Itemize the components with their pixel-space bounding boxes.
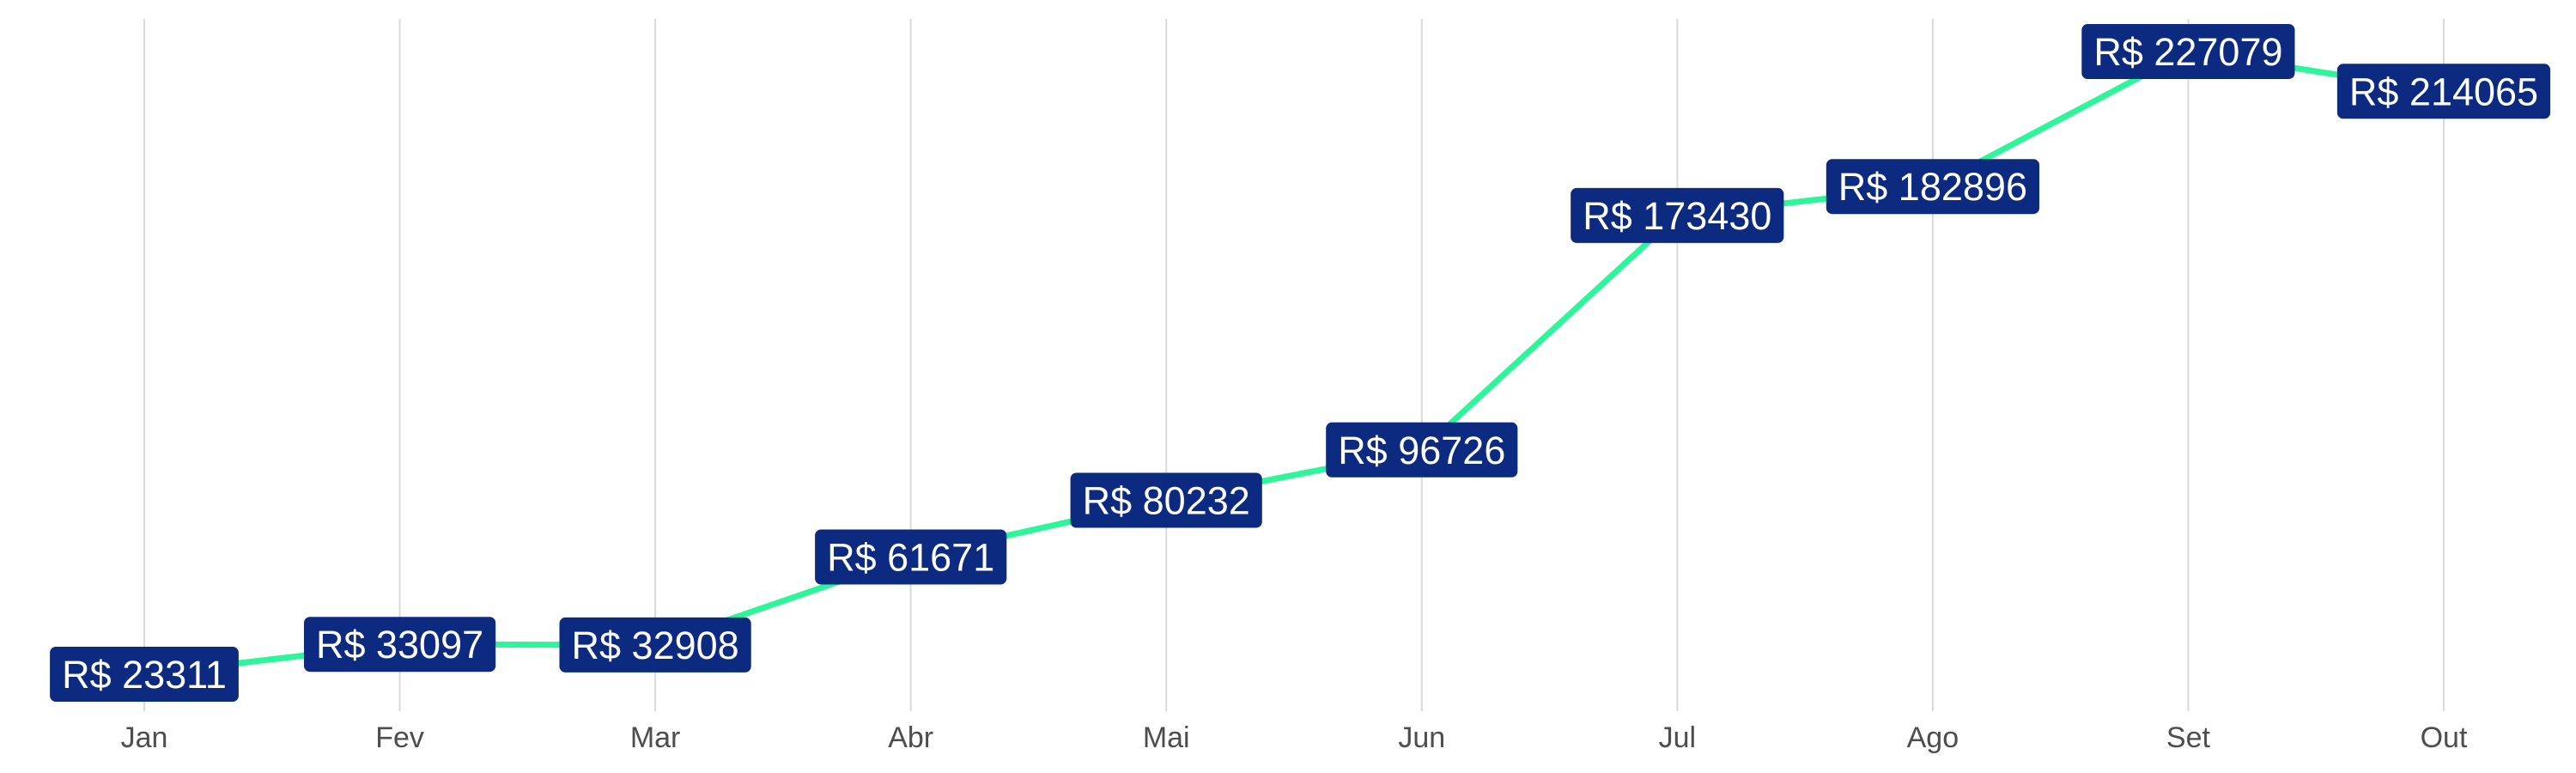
data-label-text: R$ 96726	[1338, 429, 1505, 472]
data-label-text: R$ 227079	[2093, 30, 2282, 74]
x-tick-label-out: Out	[2421, 721, 2468, 754]
data-label-mar: R$ 32908	[559, 617, 751, 673]
data-label-ago: R$ 182896	[1826, 159, 2039, 215]
data-label-jun: R$ 96726	[1326, 422, 1518, 478]
data-label-text: R$ 80232	[1083, 478, 1250, 522]
data-label-box	[1571, 187, 1784, 243]
data-label-text: R$ 173430	[1583, 194, 1771, 238]
x-tick-label-fev: Fev	[375, 721, 424, 754]
data-label-abr: R$ 61671	[815, 529, 1007, 585]
data-label-text: R$ 214065	[2349, 70, 2538, 113]
x-axis-tick-labels: Jan Fev Mar Abr Mai Jun Jul Ago Set Out	[121, 721, 2468, 754]
series-line	[141, 48, 2447, 678]
data-label-text: R$ 182896	[1838, 165, 2027, 209]
data-label-box	[304, 617, 496, 673]
data-label-box	[1326, 422, 1518, 478]
x-tick-label-jan: Jan	[121, 721, 168, 754]
data-label-text: R$ 23311	[62, 653, 227, 697]
x-tick-label-jun: Jun	[1398, 721, 1445, 754]
data-label-fev: R$ 33097	[304, 617, 496, 673]
data-label-box	[1826, 159, 2039, 215]
data-labels: R$ 23311 R$ 33097 R$ 32908 R$ 61671 R$ 80232…	[50, 24, 2551, 702]
data-label-jan: R$ 23311	[50, 647, 239, 702]
data-label-mai: R$ 80232	[1070, 472, 1262, 528]
data-label-text: R$ 33097	[316, 623, 483, 666]
data-label-box	[815, 529, 1007, 585]
x-tick-label-mai: Mai	[1143, 721, 1190, 754]
x-tick-label-set: Set	[2166, 721, 2211, 754]
data-label-set: R$ 227079	[2081, 24, 2295, 79]
data-label-box	[2336, 64, 2551, 119]
data-label-text: R$ 32908	[572, 624, 739, 667]
x-tick-label-abr: Abr	[888, 721, 933, 754]
data-label-text: R$ 61671	[827, 536, 994, 580]
data-label-box	[559, 617, 751, 673]
data-label-box	[1070, 472, 1262, 528]
data-label-jul: R$ 173430	[1571, 187, 1784, 243]
x-tick-label-mar: Mar	[630, 721, 681, 754]
x-tick-label-jul: Jul	[1659, 721, 1696, 754]
x-tick-label-ago: Ago	[1907, 721, 1959, 754]
data-label-out: R$ 214065	[2336, 64, 2551, 119]
data-label-box	[50, 647, 239, 702]
series-line-layer	[141, 48, 2447, 678]
gridlines	[143, 19, 2445, 711]
data-label-box	[2081, 24, 2295, 79]
